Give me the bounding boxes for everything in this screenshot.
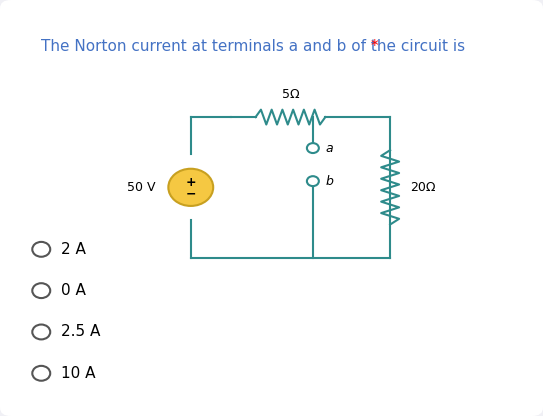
Circle shape — [32, 283, 50, 298]
Text: 10 A: 10 A — [61, 366, 96, 381]
Circle shape — [307, 143, 319, 153]
Text: −: − — [186, 187, 196, 200]
Circle shape — [32, 242, 50, 257]
Text: a: a — [325, 141, 333, 155]
Text: *: * — [370, 39, 378, 54]
Text: 50 V: 50 V — [128, 181, 156, 194]
Text: 0 A: 0 A — [61, 283, 86, 298]
Circle shape — [168, 169, 213, 206]
Circle shape — [307, 176, 319, 186]
Text: b: b — [325, 175, 333, 188]
Text: 20Ω: 20Ω — [410, 181, 435, 194]
Text: The Norton current at terminals a and b of the circuit is: The Norton current at terminals a and b … — [41, 39, 470, 54]
Circle shape — [32, 324, 50, 339]
Text: 5Ω: 5Ω — [282, 87, 299, 101]
Text: 2 A: 2 A — [61, 242, 86, 257]
Circle shape — [32, 366, 50, 381]
Text: +: + — [186, 176, 196, 189]
Text: 2.5 A: 2.5 A — [61, 324, 100, 339]
